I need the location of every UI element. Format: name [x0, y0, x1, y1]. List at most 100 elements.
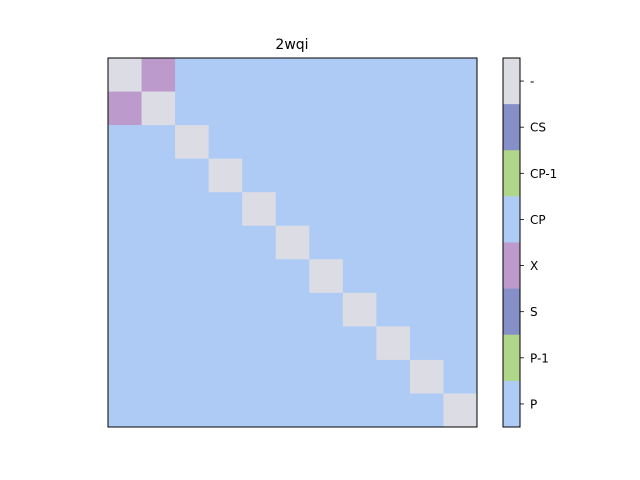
heatmap-cell	[242, 393, 277, 428]
heatmap-cell	[108, 91, 143, 126]
heatmap-cell	[443, 91, 478, 126]
heatmap-cell	[275, 393, 310, 428]
heatmap-cell	[108, 259, 143, 294]
heatmap-cell	[275, 125, 310, 160]
heatmap-cell	[208, 326, 243, 361]
heatmap-cell	[443, 158, 478, 193]
heatmap-cell	[242, 91, 277, 126]
heatmap-cell	[376, 326, 411, 361]
heatmap-cell	[443, 326, 478, 361]
heatmap-cell	[409, 125, 444, 160]
heatmap-cell	[443, 125, 478, 160]
heatmap-cell	[175, 393, 210, 428]
heatmap-cell	[108, 326, 143, 361]
heatmap-cell	[409, 225, 444, 260]
colorbar-tick-label: P	[530, 397, 537, 411]
heatmap-cell	[242, 292, 277, 327]
colorbar-tick-label: S	[530, 305, 538, 319]
heatmap-cell	[275, 225, 310, 260]
heatmap-frame	[107, 57, 478, 428]
heatmap-cell	[175, 326, 210, 361]
heatmap-cell	[141, 192, 176, 227]
heatmap-cell	[275, 192, 310, 227]
heatmap-cell	[275, 158, 310, 193]
heatmap-cell	[141, 58, 176, 93]
heatmap-cell	[108, 359, 143, 394]
heatmap-cell	[208, 359, 243, 394]
colorbar-segment	[503, 150, 520, 197]
heatmap-cell	[342, 393, 377, 428]
heatmap-cell	[242, 158, 277, 193]
heatmap-cell	[208, 393, 243, 428]
heatmap-cell	[309, 192, 344, 227]
heatmap-cell	[376, 158, 411, 193]
heatmap-cell	[141, 359, 176, 394]
heatmap-cell	[443, 259, 478, 294]
heatmap-cell	[376, 58, 411, 93]
heatmap-cell	[108, 192, 143, 227]
heatmap-cell	[242, 359, 277, 394]
colorbar-segment	[503, 196, 520, 243]
colorbar-segment	[503, 104, 520, 151]
heatmap-cell	[141, 225, 176, 260]
heatmap-cell	[208, 192, 243, 227]
heatmap-cell	[342, 58, 377, 93]
chart-title: 2wqi	[275, 37, 308, 53]
heatmap-cell	[376, 192, 411, 227]
heatmap-cell	[208, 292, 243, 327]
heatmap-cell	[108, 225, 143, 260]
heatmap-cell	[208, 225, 243, 260]
heatmap-cell	[175, 158, 210, 193]
heatmap-cell	[108, 158, 143, 193]
colorbar-tick-label: CS	[530, 121, 546, 135]
heatmap-cell	[309, 292, 344, 327]
heatmap-cell	[242, 125, 277, 160]
heatmap-cell	[409, 192, 444, 227]
heatmap-cell	[141, 292, 176, 327]
heatmap-cell	[309, 259, 344, 294]
heatmap-cell	[376, 91, 411, 126]
colorbar-ticks: - CS CP-1 CP X S P-1 P	[520, 75, 557, 411]
heatmap-cell	[275, 359, 310, 394]
colorbar-segment	[503, 334, 520, 382]
colorbar-tick-label: X	[530, 259, 538, 273]
heatmap-cell	[309, 326, 344, 361]
heatmap-cell	[108, 393, 143, 428]
heatmap-cell	[443, 359, 478, 394]
heatmap-cell	[175, 91, 210, 126]
heatmap-cell	[208, 91, 243, 126]
heatmap-cell	[309, 58, 344, 93]
heatmap-cell	[175, 192, 210, 227]
heatmap-cell	[342, 359, 377, 394]
colorbar-segment	[503, 380, 520, 428]
heatmap-cell	[275, 58, 310, 93]
heatmap-cell	[208, 58, 243, 93]
heatmap-cell	[141, 158, 176, 193]
colorbar-tick-label: CP	[530, 213, 546, 227]
heatmap-cell	[275, 326, 310, 361]
heatmap-cell	[208, 125, 243, 160]
heatmap-cell	[208, 158, 243, 193]
heatmap-cell	[175, 259, 210, 294]
heatmap-cell	[175, 225, 210, 260]
heatmap-cell	[409, 58, 444, 93]
colorbar-segment	[503, 288, 520, 336]
colorbar-tick-label: -	[530, 75, 534, 89]
heatmap-cell	[342, 91, 377, 126]
heatmap-cell	[409, 292, 444, 327]
heatmap-cell	[342, 125, 377, 160]
heatmap-cell	[309, 91, 344, 126]
colorbar-tick-label: P-1	[530, 351, 549, 365]
heatmap-cell	[309, 359, 344, 394]
heatmap-cell	[409, 393, 444, 428]
heatmap-cell	[242, 259, 277, 294]
heatmap-cell	[175, 125, 210, 160]
heatmap-cell	[409, 91, 444, 126]
heatmap-cell	[342, 225, 377, 260]
heatmap-cell	[108, 58, 143, 93]
heatmap-cell	[309, 225, 344, 260]
heatmap-cell	[342, 259, 377, 294]
heatmap-cell	[275, 259, 310, 294]
heatmap-cell	[309, 393, 344, 428]
